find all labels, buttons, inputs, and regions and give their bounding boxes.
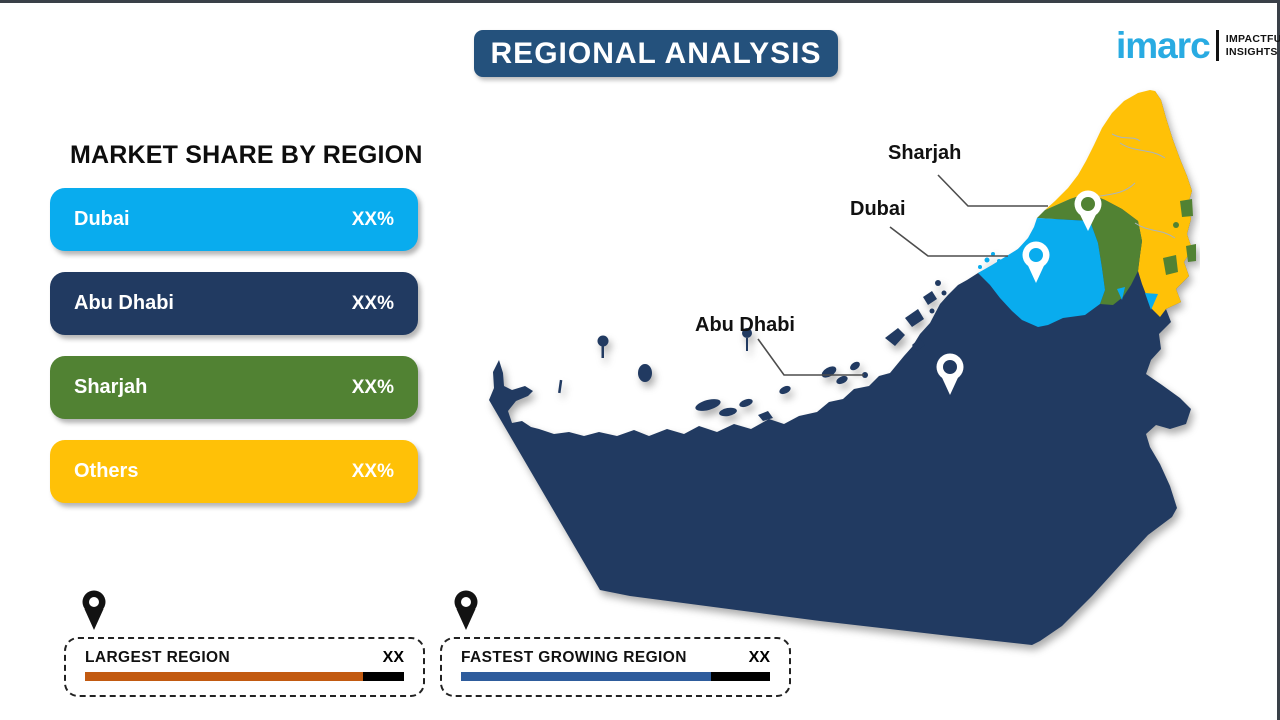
share-bar-label: Others <box>74 460 139 482</box>
dubai-exclaves <box>978 252 1158 310</box>
market-share-heading: MARKET SHARE BY REGION <box>70 141 423 169</box>
map-pin-sharjah-icon <box>1074 190 1102 231</box>
leader-line-dubai <box>889 226 1008 257</box>
legend-card-fastest-growing-region: FASTEST GROWING REGION XX <box>440 637 791 697</box>
legend-card-largest-region: LARGEST REGION XX <box>64 637 425 697</box>
share-bar-value: XX% <box>351 376 394 398</box>
share-bar-value: XX% <box>351 292 394 314</box>
region-dubai <box>978 218 1105 327</box>
share-bar-abu-dhabi: Abu Dhabi XX% <box>50 272 418 335</box>
leader-line-sharjah <box>937 174 1048 207</box>
share-bar-label: Dubai <box>74 208 130 230</box>
map-pin-dubai-icon <box>1022 241 1050 283</box>
imarc-logo: imarc IMPACTFUL INSIGHTS <box>1116 27 1280 64</box>
location-pin-icon <box>454 590 478 630</box>
coastal-islands <box>558 280 947 421</box>
region-others <box>1045 90 1192 317</box>
market-share-bars: Dubai XX% Abu Dhabi XX% Sharjah XX% Othe… <box>50 188 418 524</box>
title-banner: REGIONAL ANALYSIS <box>474 30 838 77</box>
largest-region-bar <box>85 672 404 681</box>
location-pin-icon <box>82 590 106 630</box>
map-pin-abu-dhabi-icon <box>936 353 964 395</box>
share-bar-value: XX% <box>351 460 394 482</box>
page-title: REGIONAL ANALYSIS <box>490 36 822 70</box>
share-bar-sharjah: Sharjah XX% <box>50 356 418 419</box>
share-bar-label: Sharjah <box>74 376 148 398</box>
fastest-growing-region-bar <box>461 672 770 681</box>
logo-divider <box>1215 30 1219 61</box>
largest-region-label: LARGEST REGION <box>85 649 231 666</box>
uae-map <box>489 90 1196 645</box>
share-bar-others: Others XX% <box>50 440 418 503</box>
fastest-growing-region-label: FASTEST GROWING REGION <box>461 649 687 666</box>
share-bar-dubai: Dubai XX% <box>50 188 418 251</box>
leader-line-abu-dhabi <box>757 338 864 376</box>
brand-text: imarc <box>1116 25 1211 66</box>
logo-tagline: IMPACTFUL INSIGHTS <box>1225 33 1280 58</box>
share-bar-value: XX% <box>351 208 394 230</box>
region-abu-dhabi <box>489 91 1192 645</box>
share-bar-label: Abu Dhabi <box>74 292 174 314</box>
fastest-growing-region-value: XX <box>748 649 770 666</box>
region-sharjah <box>1037 193 1142 305</box>
sharjah-enclaves <box>1163 199 1196 275</box>
largest-region-value: XX <box>382 649 404 666</box>
